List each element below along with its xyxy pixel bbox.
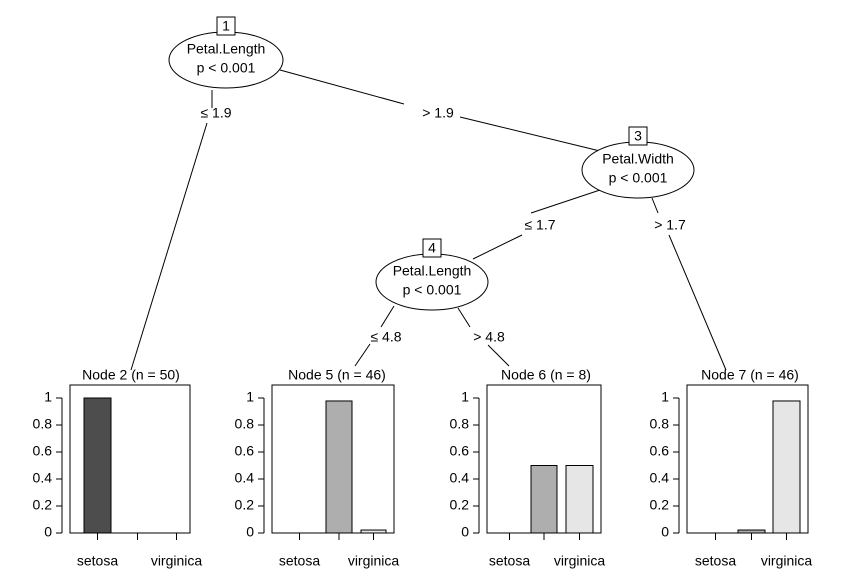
terminal-title: Node 6 (n = 8) bbox=[501, 367, 591, 383]
y-tick-label: 0 bbox=[661, 524, 669, 540]
inner-node-3: 3 Petal.Width p < 0.001 bbox=[581, 126, 695, 199]
y-tick-label: 0.4 bbox=[650, 470, 670, 486]
terminal-node-2: Node 2 (n = 50) 0 0.2 0.4 0.6 0.8 1 setosa virgi… bbox=[33, 367, 203, 569]
edge-3-4-upper bbox=[530, 189, 601, 214]
y-tick-label: 1 bbox=[246, 389, 254, 405]
inner-node-1: 1 Petal.Length p < 0.001 bbox=[168, 16, 284, 89]
edge-4-5-upper bbox=[380, 305, 395, 328]
y-tick-label: 0 bbox=[246, 524, 254, 540]
x-tick-label-setosa: setosa bbox=[279, 553, 320, 569]
y-tick-label: 0.2 bbox=[235, 497, 255, 513]
inner-node-4: 4 Petal.Length p < 0.001 bbox=[375, 238, 489, 311]
bar-virginica bbox=[360, 529, 387, 534]
node-pvalue: p < 0.001 bbox=[197, 60, 256, 76]
tree-edges bbox=[130, 69, 727, 371]
edge-labels: ≤ 1.9 > 1.9 ≤ 1.7 > 1.7 ≤ 4.8 > 4.8 bbox=[200, 105, 685, 345]
y-tick-label: 0 bbox=[44, 524, 52, 540]
edge-1-3-upper bbox=[279, 69, 405, 105]
x-tick-label-virginica: virginica bbox=[348, 553, 400, 569]
y-tick-label: 1 bbox=[44, 389, 52, 405]
bar-versicolor bbox=[737, 529, 766, 534]
y-tick-label: 0.6 bbox=[650, 443, 670, 459]
bar-versicolor bbox=[530, 465, 558, 534]
edge-4-5-lower bbox=[354, 343, 371, 367]
node-variable: Petal.Width bbox=[602, 151, 674, 167]
terminal-title: Node 2 (n = 50) bbox=[82, 367, 180, 383]
edge-label-3-7: > 1.7 bbox=[654, 217, 686, 233]
edge-1-2-lower bbox=[130, 122, 208, 371]
node-id-box bbox=[422, 238, 442, 258]
edge-label-1-2: ≤ 1.9 bbox=[200, 105, 231, 121]
edge-label-1-3: > 1.9 bbox=[422, 105, 454, 121]
node-id-box bbox=[628, 126, 648, 146]
edge-label-4-6: > 4.8 bbox=[473, 329, 505, 345]
y-tick-label: 0.4 bbox=[235, 470, 255, 486]
y-tick-label: 0.6 bbox=[235, 443, 255, 459]
terminal-title: Node 5 (n = 46) bbox=[288, 367, 386, 383]
y-tick-label: 0.2 bbox=[450, 497, 470, 513]
node-id: 1 bbox=[222, 18, 230, 34]
y-tick-label: 0.4 bbox=[450, 470, 470, 486]
y-tick-label: 0.2 bbox=[650, 497, 670, 513]
edge-3-7-lower bbox=[668, 234, 727, 371]
y-tick-label: 0.6 bbox=[450, 443, 470, 459]
edge-label-3-4: ≤ 1.7 bbox=[524, 217, 555, 233]
y-tick-label: 0.8 bbox=[235, 416, 255, 432]
terminal-node-6: Node 6 (n = 8) 0 0.2 0.4 0.6 0.8 1 setosa virgin… bbox=[450, 367, 606, 569]
x-tick-label-virginica: virginica bbox=[554, 553, 606, 569]
edge-3-4-lower bbox=[472, 234, 523, 260]
edge-3-7-upper bbox=[651, 197, 659, 214]
terminal-panels: Node 2 (n = 50) 0 0.2 0.4 0.6 0.8 1 setosa virgi… bbox=[33, 367, 813, 569]
y-tick-label: 0.6 bbox=[33, 443, 53, 459]
terminal-title: Node 7 (n = 46) bbox=[701, 367, 799, 383]
bar-versicolor bbox=[325, 400, 353, 534]
y-tick-label: 0.2 bbox=[33, 497, 53, 513]
edge-1-3-lower bbox=[459, 116, 601, 152]
y-tick-label: 0 bbox=[461, 524, 469, 540]
x-tick-label-virginica: virginica bbox=[151, 553, 203, 569]
bar-virginica bbox=[772, 400, 801, 534]
terminal-node-7: Node 7 (n = 46) 0 0.2 0.4 0.6 0.8 1 setosa virgi… bbox=[650, 367, 813, 569]
bar-setosa bbox=[83, 397, 112, 534]
node-id-box bbox=[216, 16, 236, 36]
node-id: 4 bbox=[428, 240, 436, 256]
x-tick-label-setosa: setosa bbox=[489, 553, 530, 569]
bar-virginica bbox=[565, 465, 594, 534]
x-tick-label-setosa: setosa bbox=[695, 553, 736, 569]
y-tick-label: 1 bbox=[661, 389, 669, 405]
inner-nodes: 1 Petal.Length p < 0.001 3 Petal.Width p < 0.… bbox=[168, 16, 695, 311]
y-tick-label: 1 bbox=[461, 389, 469, 405]
x-tick-label-setosa: setosa bbox=[77, 553, 118, 569]
edge-4-6-lower bbox=[487, 344, 510, 367]
y-tick-label: 0.8 bbox=[650, 416, 670, 432]
node-pvalue: p < 0.001 bbox=[609, 170, 668, 186]
node-pvalue: p < 0.001 bbox=[403, 282, 462, 298]
terminal-node-5: Node 5 (n = 46) 0 0.2 0.4 0.6 0.8 1 setosa virgi… bbox=[235, 367, 400, 569]
node-variable: Petal.Length bbox=[187, 41, 266, 57]
y-tick-label: 0.4 bbox=[33, 470, 53, 486]
edge-label-4-5: ≤ 4.8 bbox=[370, 329, 401, 345]
y-tick-label: 0.8 bbox=[450, 416, 470, 432]
node-id: 3 bbox=[634, 128, 642, 144]
y-tick-label: 0.8 bbox=[33, 416, 53, 432]
x-tick-label-virginica: virginica bbox=[761, 553, 813, 569]
node-variable: Petal.Length bbox=[393, 263, 472, 279]
edge-4-6-upper bbox=[457, 307, 471, 328]
